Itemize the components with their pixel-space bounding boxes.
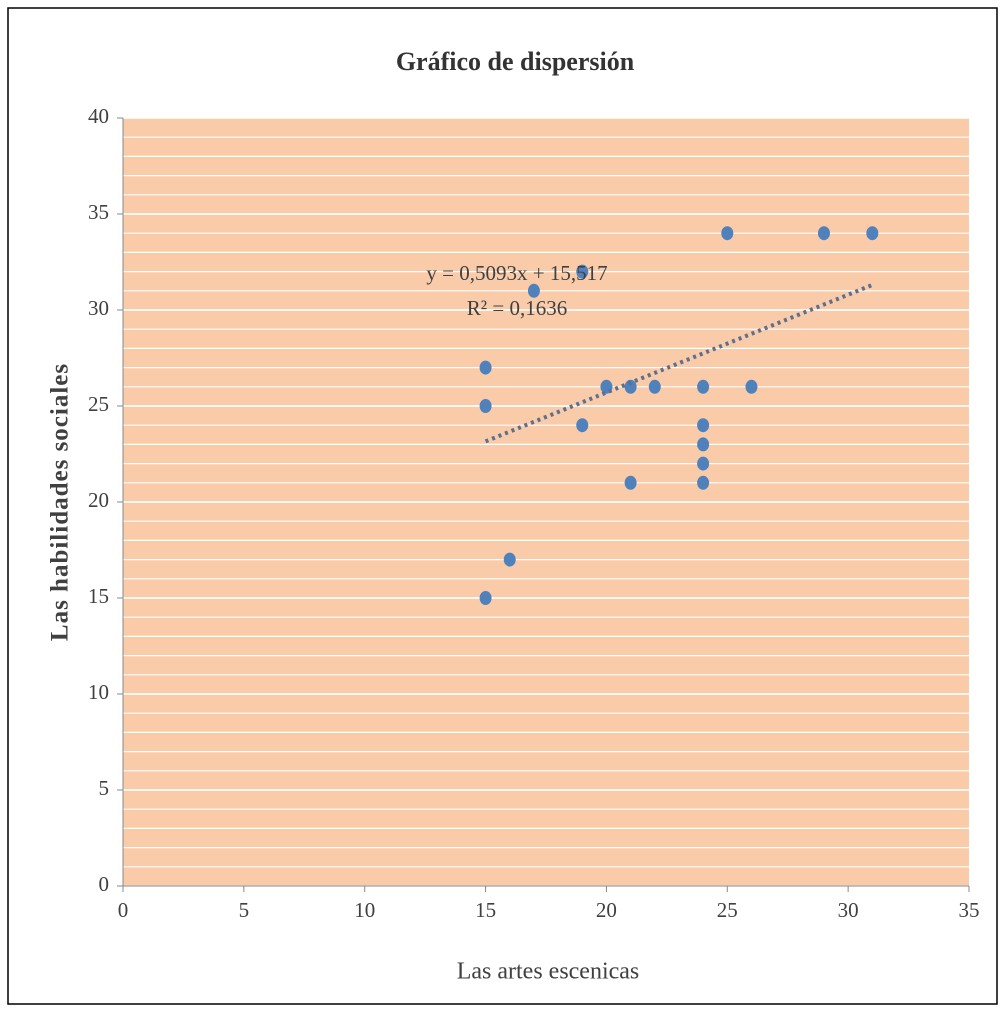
point <box>648 379 661 394</box>
y-tick-label: 15 <box>88 584 109 608</box>
point <box>817 226 830 241</box>
point <box>697 456 710 471</box>
x-tick-label: 10 <box>354 898 375 922</box>
y-tick-label: 0 <box>99 872 110 896</box>
y-tick-label: 20 <box>88 488 109 512</box>
point <box>745 379 758 394</box>
point <box>479 360 492 375</box>
point <box>697 379 710 394</box>
point <box>697 475 710 490</box>
y-tick-label: 5 <box>99 776 110 800</box>
y-tick-label: 10 <box>88 680 109 704</box>
point <box>624 475 637 490</box>
point <box>697 437 710 452</box>
x-tick-label: 15 <box>475 898 496 922</box>
trendline-r-squared: R² = 0,1636 <box>467 296 567 320</box>
x-tick-label: 25 <box>717 898 738 922</box>
x-tick-label: 20 <box>596 898 617 922</box>
x-tick-label: 5 <box>239 898 250 922</box>
x-tick-label: 0 <box>118 898 129 922</box>
x-axis-label: Las artes escenicas <box>457 959 640 985</box>
y-axis-label: Las habilidades sociales <box>47 363 74 641</box>
y-tick-label: 30 <box>88 296 109 320</box>
point <box>479 591 492 605</box>
point <box>576 264 589 279</box>
y-tick-label: 35 <box>88 200 109 224</box>
point <box>624 379 637 394</box>
point <box>697 418 710 433</box>
y-tick-label: 25 <box>88 392 109 416</box>
point <box>721 226 734 241</box>
x-tick-label: 30 <box>838 898 859 922</box>
chart-title: Gráfico de dispersión <box>396 47 635 76</box>
x-tick-label: 35 <box>959 898 980 922</box>
trendline-equation: y = 0,5093x + 15,517 <box>426 261 607 285</box>
point <box>479 399 492 413</box>
point <box>527 283 540 298</box>
point <box>503 552 516 567</box>
y-tick-label: 40 <box>88 104 109 128</box>
point <box>576 418 589 433</box>
point <box>866 226 879 241</box>
